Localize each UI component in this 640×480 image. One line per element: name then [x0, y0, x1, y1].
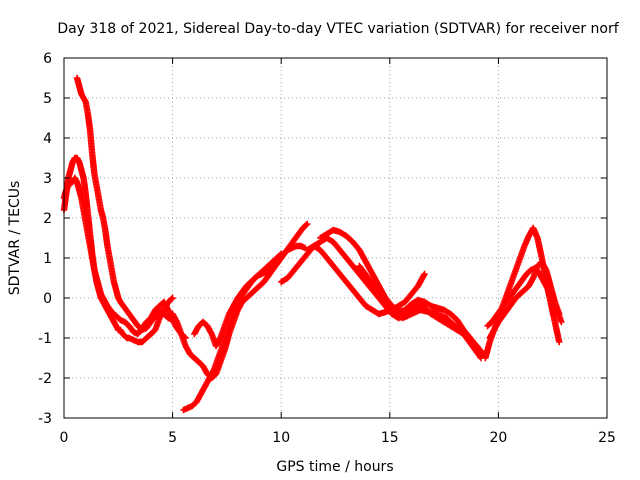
series-arc-10 — [356, 262, 485, 362]
series-arc-7 — [278, 242, 428, 318]
x-tick-label: 15 — [381, 430, 399, 446]
y-tick-label: -2 — [38, 371, 52, 387]
x-tick-label: 25 — [598, 430, 616, 446]
y-tick-label: -3 — [38, 411, 52, 427]
series-arc-8 — [304, 234, 480, 354]
data-point — [169, 294, 176, 302]
plot-frame — [63, 57, 608, 419]
data-layer — [60, 74, 565, 414]
data-point — [558, 318, 565, 326]
series-arc-9 — [317, 226, 487, 358]
series-arc-3 — [73, 74, 181, 334]
y-tick-label: -1 — [38, 331, 52, 347]
x-tick-label: 5 — [168, 430, 177, 446]
data-point — [278, 250, 285, 258]
data-point — [421, 270, 428, 278]
data-point — [168, 295, 175, 303]
y-tick-label: 6 — [43, 51, 52, 67]
x-tick-label: 0 — [60, 430, 69, 446]
y-tick-label: 5 — [43, 91, 52, 107]
data-point — [304, 220, 311, 228]
data-point — [302, 221, 310, 229]
x-tick-label: 10 — [272, 430, 290, 446]
data-point — [556, 338, 563, 346]
chart-title: Day 318 of 2021, Sidereal Day-to-day VTE… — [57, 21, 619, 37]
y-tick-label: 0 — [43, 291, 52, 307]
ticks: 0 5 10 15 20 25 -3 -2 -1 0 1 2 3 4 5 6 — [38, 51, 616, 446]
series-arc-13 — [486, 258, 563, 342]
y-axis-label: SDTVAR / TECUs — [7, 181, 23, 296]
y-tick-label: 2 — [43, 211, 52, 227]
x-axis-label: GPS time / hours — [276, 459, 393, 475]
data-point — [556, 310, 563, 318]
x-tick-label: 20 — [489, 430, 507, 446]
y-tick-label: 4 — [43, 131, 52, 147]
y-tick-label: 3 — [43, 171, 52, 187]
data-point — [476, 353, 484, 360]
y-tick-label: 1 — [43, 251, 52, 267]
data-point — [276, 251, 284, 259]
series-arc-6 — [191, 250, 285, 350]
